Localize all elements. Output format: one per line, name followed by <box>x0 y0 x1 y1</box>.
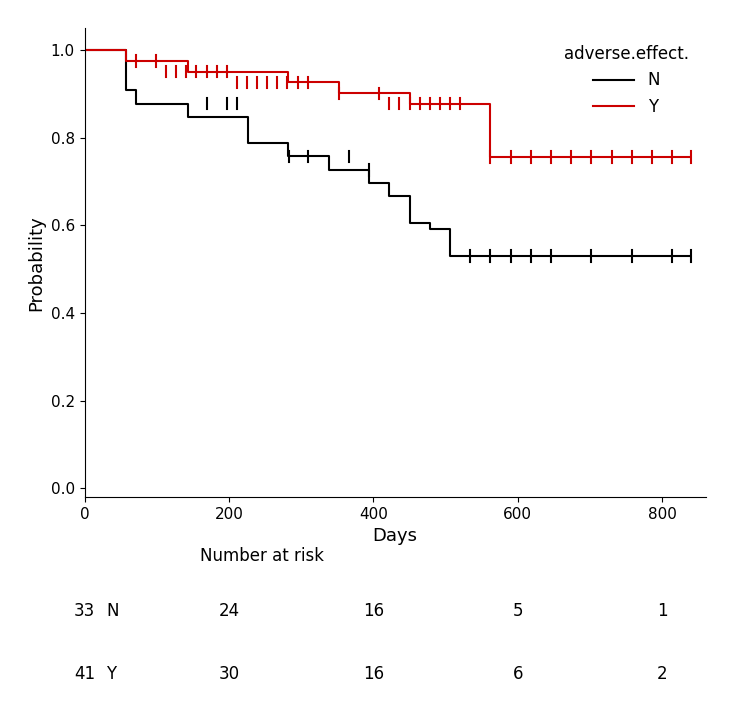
Legend: N, Y: N, Y <box>556 37 698 124</box>
Y-axis label: Probability: Probability <box>27 215 45 310</box>
Text: 16: 16 <box>363 665 384 683</box>
Text: 2: 2 <box>657 665 667 683</box>
Text: Y: Y <box>106 665 116 683</box>
Text: Number at risk: Number at risk <box>200 547 324 565</box>
Text: 30: 30 <box>218 665 240 683</box>
Text: 33: 33 <box>74 601 95 620</box>
Text: 41: 41 <box>74 665 95 683</box>
Text: N: N <box>106 601 118 620</box>
Text: 6: 6 <box>512 665 523 683</box>
Text: 1: 1 <box>657 601 667 620</box>
Text: 5: 5 <box>512 601 523 620</box>
X-axis label: Days: Days <box>373 528 417 545</box>
Text: 24: 24 <box>218 601 240 620</box>
Text: 16: 16 <box>363 601 384 620</box>
